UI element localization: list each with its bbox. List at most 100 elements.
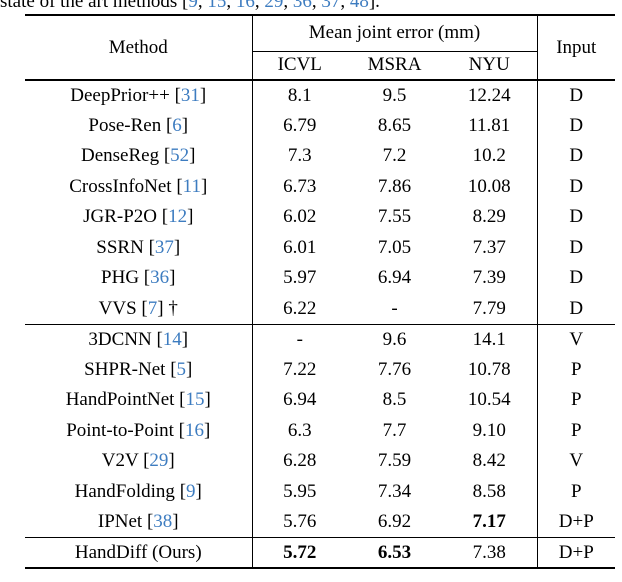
citation-link[interactable]: 5 bbox=[176, 358, 187, 380]
table-row: JGR-P2O [12] 6.02 7.55 8.29 D bbox=[25, 202, 616, 233]
table-row: V2V [29] 6.28 7.59 8.42 V bbox=[25, 446, 616, 477]
value-cell: 10.08 bbox=[467, 175, 511, 197]
value-cell: 7.17 bbox=[442, 507, 538, 538]
input-cell: D+P bbox=[536, 537, 616, 568]
table-row: SHPR-Net [5] 7.22 7.76 10.78 P bbox=[25, 354, 616, 385]
citation-link[interactable]: 29 bbox=[264, 0, 284, 12]
method-cell: SHPR-Net [5] bbox=[25, 354, 253, 385]
method-cell: HandDiff (Ours) bbox=[25, 537, 253, 568]
citation-link[interactable]: 16 bbox=[235, 0, 255, 12]
value-cell: 12.24 bbox=[467, 84, 511, 106]
value-cell: 6.79 bbox=[283, 114, 317, 136]
citation-link[interactable]: 36 bbox=[150, 267, 170, 289]
table-row: CrossInfoNet [11] 6.73 7.86 10.08 D bbox=[25, 171, 616, 202]
value-cell: 7.2 bbox=[382, 145, 407, 167]
citation-link[interactable]: 52 bbox=[170, 145, 190, 167]
input-cell: V bbox=[536, 446, 616, 477]
input-cell: D bbox=[536, 202, 616, 233]
citation-link[interactable]: 15 bbox=[185, 389, 205, 411]
table-row: VVS [7] † 6.22-7.79 D bbox=[25, 293, 616, 325]
results-table: Method Mean joint error (mm) Input ICVL … bbox=[25, 14, 616, 569]
value-cell: 7.76 bbox=[377, 358, 412, 380]
table-row: HandFolding [9] 5.95 7.34 8.58 P bbox=[25, 476, 616, 507]
value-cell: 5.76 bbox=[252, 507, 347, 538]
citation-link[interactable]: 12 bbox=[168, 206, 188, 228]
value-cell: - bbox=[347, 293, 442, 325]
value-cell: 6.02 bbox=[283, 206, 317, 228]
input-cell: D+P bbox=[536, 507, 616, 538]
input-cell: D bbox=[536, 293, 616, 325]
dataset-header-msra: MSRA bbox=[347, 51, 442, 81]
table-row: Pose-Ren [6] 6.79 8.65 11.81 D bbox=[25, 110, 616, 141]
table-row: DeepPrior++ [31] 8.1 9.5 12.24 D bbox=[25, 80, 616, 111]
table-body: DeepPrior++ [31] 8.1 9.5 12.24 D Pose-Ren [6]… bbox=[25, 80, 616, 568]
input-cell: P bbox=[536, 415, 616, 446]
value-cell: 7.05 bbox=[377, 236, 412, 258]
citation-link[interactable]: 36 bbox=[292, 0, 312, 12]
value-cell: 8.5 bbox=[382, 389, 407, 411]
method-header-cell: Method bbox=[25, 15, 253, 81]
value-cell: 7.22 bbox=[283, 358, 317, 380]
value-cell: 7.3 bbox=[287, 145, 312, 167]
dataset-header-nyu: NYU bbox=[442, 51, 538, 81]
input-cell: D bbox=[536, 110, 616, 141]
citation-link[interactable]: 29 bbox=[149, 450, 169, 472]
citation-link[interactable]: 48 bbox=[349, 0, 369, 12]
method-cell: SSRN [37] bbox=[25, 232, 253, 263]
value-cell: 6.94 bbox=[283, 389, 317, 411]
citation-link[interactable]: 31 bbox=[180, 84, 200, 106]
table-row: DenseReg [52] 7.3 7.2 10.2 D bbox=[25, 141, 616, 172]
method-cell: VVS [7] † bbox=[25, 293, 253, 325]
method-cell: 3DCNN [14] bbox=[25, 324, 253, 355]
input-cell: P bbox=[536, 385, 616, 416]
table-row: 3DCNN [14] - 9.6 14.1 V bbox=[25, 324, 616, 355]
value-cell: 7.39 bbox=[472, 267, 506, 289]
citation-link[interactable]: 11 bbox=[182, 175, 201, 197]
citation-link[interactable]: 37 bbox=[154, 236, 174, 258]
caption-suffix: ]. bbox=[368, 0, 380, 12]
method-cell: V2V [29] bbox=[25, 446, 253, 477]
value-cell: 10.54 bbox=[467, 389, 511, 411]
value-cell: 11.81 bbox=[468, 114, 511, 136]
value-cell: 6.3 bbox=[287, 419, 312, 441]
value-cell: 7.79 bbox=[442, 293, 538, 325]
value-cell: 6.73 bbox=[283, 175, 317, 197]
method-cell: HandFolding [9] bbox=[25, 476, 253, 507]
table-row: HandPointNet [15] 6.94 8.5 10.54 P bbox=[25, 385, 616, 416]
citation-link[interactable]: 14 bbox=[162, 328, 182, 350]
value-cell: 6.53 bbox=[377, 541, 412, 563]
value-cell: 9.6 bbox=[382, 328, 407, 350]
method-cell: PHG [36] bbox=[25, 263, 253, 294]
method-cell: JGR-P2O [12] bbox=[25, 202, 253, 233]
dataset-header-icvl: ICVL bbox=[252, 51, 347, 81]
value-cell: 7.55 bbox=[377, 206, 412, 228]
method-cell: DenseReg [52] bbox=[25, 141, 253, 172]
citation-link[interactable]: 6 bbox=[172, 114, 182, 136]
value-cell: 8.58 bbox=[472, 480, 506, 502]
citation-link[interactable]: 9 bbox=[188, 0, 198, 12]
method-cell: IPNet [38] bbox=[25, 507, 253, 538]
table-row: PHG [36] 5.97 6.94 7.39 D bbox=[25, 263, 616, 294]
citation-link[interactable]: 38 bbox=[153, 511, 173, 532]
citation-link[interactable]: 9 bbox=[186, 480, 196, 502]
value-cell: 7.86 bbox=[377, 175, 412, 197]
citation-link[interactable]: 37 bbox=[321, 0, 341, 12]
method-cell: HandPointNet [15] bbox=[25, 385, 253, 416]
caption: state of the art methods [9, 15, 16, 29,… bbox=[0, 0, 380, 13]
input-cell: D bbox=[536, 141, 616, 172]
value-cell: 6.22 bbox=[252, 293, 347, 325]
value-cell: 8.29 bbox=[472, 206, 506, 228]
value-cell: 10.78 bbox=[467, 358, 511, 380]
value-cell: 14.1 bbox=[472, 328, 506, 350]
table-row: IPNet [38] 5.76 6.92 7.17 D+P bbox=[25, 507, 616, 538]
value-cell: - bbox=[296, 328, 303, 350]
value-cell: 6.28 bbox=[283, 450, 317, 472]
input-cell: V bbox=[536, 324, 616, 355]
value-cell: 7.38 bbox=[472, 541, 506, 563]
value-cell: 7.37 bbox=[472, 236, 506, 258]
citation-link[interactable]: 16 bbox=[184, 419, 204, 441]
citation-link[interactable]: 15 bbox=[207, 0, 227, 12]
table-row: SSRN [37] 6.01 7.05 7.37 D bbox=[25, 232, 616, 263]
citation-link[interactable]: 7 bbox=[147, 297, 158, 319]
method-cell: DeepPrior++ [31] bbox=[25, 80, 253, 111]
